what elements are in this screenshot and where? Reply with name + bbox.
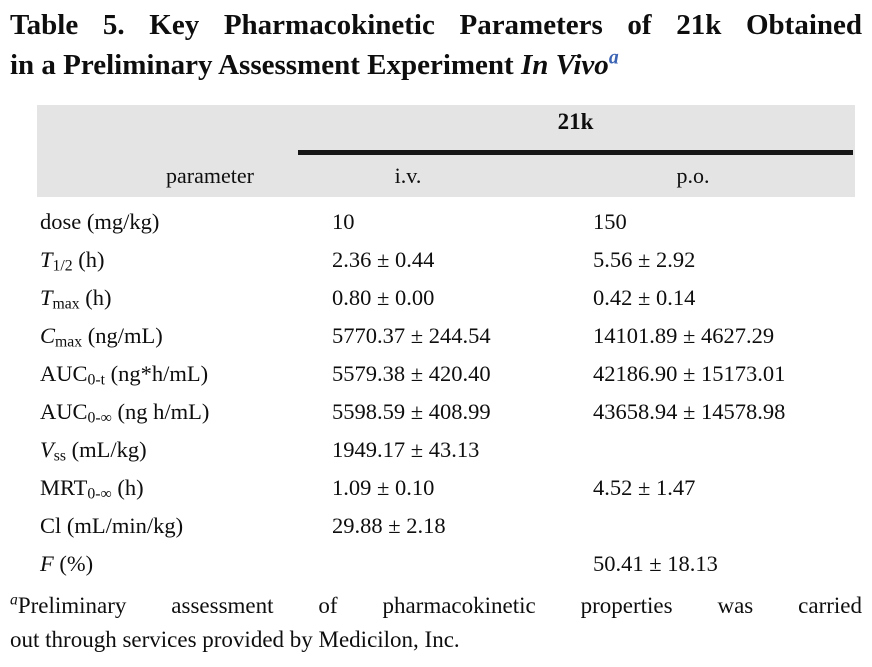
- parameter-symbol: V: [40, 437, 54, 462]
- iv-value: 5598.59 ± 408.99: [332, 399, 491, 424]
- po-value: 14101.89 ± 4627.29: [593, 323, 775, 348]
- parameter-label: Vss (mL/kg): [37, 437, 332, 465]
- po-value: 5.56 ± 2.92: [593, 247, 696, 272]
- table-header-band: 21k parameter i.v. p.o.: [37, 105, 855, 197]
- iv-value: 1949.17 ± 43.13: [332, 437, 480, 462]
- table-body: dose (mg/kg) 10 150 T1/2 (h) 2.36 ± 0.44 5.56…: [37, 203, 855, 583]
- iv-value: 0.80 ± 0.00: [332, 285, 435, 310]
- table-row: F (%) 50.41 ± 18.13: [37, 545, 855, 583]
- parameter-subscript: 0-t: [87, 371, 106, 389]
- po-value: 42186.90 ± 15173.01: [593, 361, 786, 386]
- column-header-po: p.o.: [676, 163, 710, 188]
- parameter-subscript: 0-∞: [87, 409, 112, 427]
- table-row: AUC0-t (ng*h/mL) 5579.38 ± 420.40 42186.90…: [37, 355, 855, 393]
- parameter-label: AUC0-∞ (ng h/mL): [37, 399, 332, 427]
- iv-value: 5579.38 ± 420.40: [332, 361, 491, 386]
- po-value: 50.41 ± 18.13: [593, 551, 718, 576]
- po-value: 43658.94 ± 14578.98: [593, 399, 786, 424]
- footnote-line-1: aPreliminary assessment of pharmacokinet…: [10, 589, 862, 623]
- parameter-unit: (h): [72, 247, 105, 272]
- parameter-label: MRT0-∞ (h): [37, 475, 332, 503]
- parameter-label: dose (mg/kg): [37, 209, 332, 235]
- parameter-label: AUC0-t (ng*h/mL): [37, 361, 332, 389]
- footnote-marker: a: [10, 591, 18, 609]
- parameter-unit: (mL/min/kg): [61, 513, 184, 538]
- parameter-subscript: 1/2: [52, 257, 73, 275]
- table-row: Tmax (h) 0.80 ± 0.00 0.42 ± 0.14: [37, 279, 855, 317]
- parameter-label: F (%): [37, 551, 332, 577]
- table-row: AUC0-∞ (ng h/mL) 5598.59 ± 408.99 43658.94…: [37, 393, 855, 431]
- table-row: Cmax (ng/mL) 5770.37 ± 244.54 14101.89 ± 4…: [37, 317, 855, 355]
- table-row: Vss (mL/kg) 1949.17 ± 43.13: [37, 431, 855, 469]
- parameter-unit: (mL/kg): [66, 437, 147, 462]
- table-title: Table 5. Key Pharmacokinetic Parameters …: [10, 5, 862, 85]
- title-line-2: in a Preliminary Assessment Experiment I…: [10, 45, 862, 85]
- group-header-rule: [298, 150, 853, 155]
- footnote-line-2: out through services provided by Medicil…: [10, 627, 460, 652]
- iv-value: 1.09 ± 0.10: [332, 475, 435, 500]
- parameter-unit: (mg/kg): [81, 209, 160, 234]
- parameter-unit: (h): [79, 285, 112, 310]
- parameter-symbol: MRT: [40, 475, 88, 500]
- parameter-symbol: AUC: [40, 361, 88, 386]
- table-row: MRT0-∞ (h) 1.09 ± 0.10 4.52 ± 1.47: [37, 469, 855, 507]
- column-header-parameter: parameter: [166, 163, 254, 188]
- parameter-unit: (ng/mL): [82, 323, 163, 348]
- po-value: 4.52 ± 1.47: [593, 475, 696, 500]
- iv-value: 10: [332, 209, 355, 234]
- footnote: aPreliminary assessment of pharmacokinet…: [10, 589, 862, 657]
- po-value: 150: [593, 209, 627, 234]
- title-footnote-marker: a: [608, 46, 619, 69]
- parameter-symbol: Cl: [40, 513, 62, 538]
- parameter-subscript: max: [52, 295, 80, 313]
- parameter-subscript: 0-∞: [87, 485, 112, 503]
- po-value: 0.42 ± 0.14: [593, 285, 696, 310]
- parameter-label: Tmax (h): [37, 285, 332, 313]
- group-header-21k: 21k: [557, 109, 594, 134]
- parameter-label: Cmax (ng/mL): [37, 323, 332, 351]
- title-line-2-text: in a Preliminary Assessment Experiment: [10, 49, 521, 81]
- parameter-symbol: T: [40, 285, 53, 310]
- parameter-unit: (%): [53, 551, 94, 576]
- title-invivo-italic: In Vivo: [520, 49, 609, 81]
- table-row: dose (mg/kg) 10 150: [37, 203, 855, 241]
- parameter-unit: (ng*h/mL): [105, 361, 209, 386]
- parameter-symbol: F: [40, 551, 54, 576]
- parameter-symbol: AUC: [40, 399, 88, 424]
- table-row: Cl (mL/min/kg) 29.88 ± 2.18: [37, 507, 855, 545]
- iv-value: 29.88 ± 2.18: [332, 513, 446, 538]
- parameter-symbol: dose: [40, 209, 82, 234]
- iv-value: 5770.37 ± 244.54: [332, 323, 491, 348]
- parameter-label: T1/2 (h): [37, 247, 332, 275]
- table-row: T1/2 (h) 2.36 ± 0.44 5.56 ± 2.92: [37, 241, 855, 279]
- parameter-symbol: C: [40, 323, 56, 348]
- footnote-line-1-text: Preliminary assessment of pharmacokineti…: [17, 593, 862, 618]
- iv-value: 2.36 ± 0.44: [332, 247, 435, 272]
- column-header-iv: i.v.: [394, 163, 422, 188]
- parameter-label: Cl (mL/min/kg): [37, 513, 332, 539]
- title-line-1: Table 5. Key Pharmacokinetic Parameters …: [10, 9, 862, 41]
- parameter-subscript: ss: [53, 447, 67, 465]
- parameter-symbol: T: [40, 247, 53, 272]
- parameter-unit: (ng h/mL): [111, 399, 210, 424]
- parameter-subscript: max: [55, 333, 83, 351]
- parameter-unit: (h): [111, 475, 144, 500]
